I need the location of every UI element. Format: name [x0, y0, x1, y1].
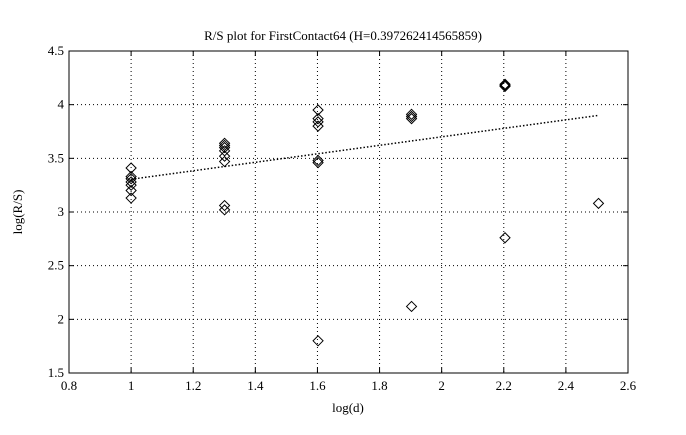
- data-point-diamond: [312, 104, 324, 116]
- data-point-diamond: [218, 204, 231, 216]
- fit-line-layer: [131, 114, 599, 181]
- data-point-diamond: [218, 150, 231, 162]
- x-tick-label: 2.4: [558, 378, 575, 393]
- y-tick-label: 2: [58, 311, 65, 326]
- data-point-diamond: [499, 80, 511, 93]
- x-tick-label: 2: [438, 378, 445, 393]
- data-point-layer: [125, 78, 605, 347]
- y-tick-label: 2.5: [48, 258, 64, 273]
- data-point-diamond: [312, 156, 324, 169]
- y-tick-label: 4.5: [48, 43, 64, 58]
- data-point-diamond: [125, 192, 137, 204]
- grid-layer: [69, 51, 628, 373]
- chart-title: R/S plot for FirstContact64 (H=0.3972624…: [204, 28, 482, 43]
- x-tick-label: 2.2: [496, 378, 512, 393]
- data-point-diamond: [125, 184, 137, 197]
- data-point-diamond: [592, 197, 605, 210]
- data-point-diamond: [125, 173, 137, 185]
- x-tick-label: 0.8: [61, 378, 77, 393]
- data-point-diamond: [405, 112, 418, 125]
- x-tick-label: 2.6: [620, 378, 637, 393]
- data-point-diamond: [218, 141, 231, 154]
- y-tick-label: 3: [58, 204, 65, 219]
- data-point-diamond: [218, 199, 231, 212]
- data-point-diamond: [405, 300, 418, 313]
- x-tick-label: 1.4: [247, 378, 264, 393]
- y-tick-label: 3.5: [48, 150, 64, 165]
- data-point-diamond: [499, 79, 511, 92]
- data-point-diamond: [312, 112, 324, 125]
- data-point-diamond: [218, 145, 231, 157]
- data-point-diamond: [499, 232, 511, 244]
- data-point-diamond: [312, 154, 324, 167]
- x-tick-label: 1: [128, 378, 135, 393]
- x-axis-label: log(d): [332, 400, 364, 415]
- x-tick-label: 1.6: [309, 378, 326, 393]
- y-axis-label: log(R/S): [10, 190, 25, 235]
- y-tick-label: 1.5: [48, 365, 64, 380]
- data-point-diamond: [125, 176, 137, 188]
- data-point-diamond: [312, 120, 324, 132]
- data-point-diamond: [218, 139, 231, 152]
- y-tick-label: 4: [58, 97, 65, 112]
- data-point-diamond: [312, 116, 324, 128]
- data-point-diamond: [218, 155, 231, 168]
- data-point-diamond: [125, 179, 137, 191]
- x-tick-label: 1.2: [185, 378, 201, 393]
- fit-line: [131, 114, 599, 181]
- x-tick-label: 1.8: [371, 378, 387, 393]
- data-point-diamond: [312, 335, 324, 347]
- data-point-diamond: [125, 162, 137, 174]
- tick-layer: 0.8 1 1.2 1.4 1.6 1.8 2 2.2 2.4 2.6 1.5 2 2.5 3 3.5 4 4.…: [48, 43, 637, 393]
- data-point-diamond: [218, 137, 231, 150]
- data-point-diamond: [405, 108, 418, 121]
- data-point-diamond: [499, 78, 511, 90]
- data-point-diamond: [405, 110, 418, 123]
- data-point-diamond: [125, 170, 137, 183]
